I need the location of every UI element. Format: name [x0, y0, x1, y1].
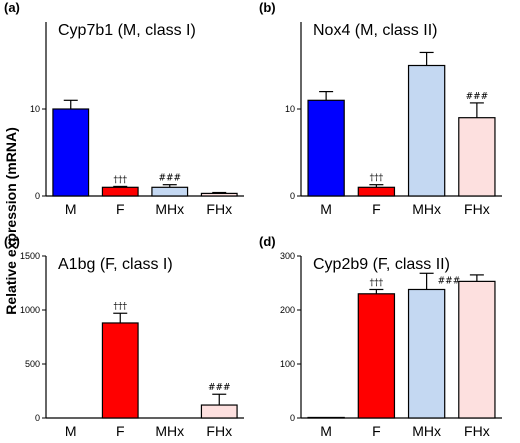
bar-m	[52, 108, 90, 197]
bar-f	[101, 322, 139, 419]
y-tick-label: 500	[25, 359, 40, 369]
y-tick-label: 0	[290, 413, 295, 423]
y-tick-label: 0	[35, 413, 40, 423]
bar-mhx	[407, 64, 446, 197]
significance-annotation: ###	[466, 92, 489, 102]
bar-mhx	[407, 288, 446, 419]
bar-fhx	[200, 404, 238, 419]
x-tick-label: FHx	[206, 423, 232, 439]
y-tick-label: 0	[35, 191, 40, 201]
bar-m	[307, 416, 345, 419]
x-tick-label: M	[320, 201, 332, 217]
significance-annotation: ###	[158, 174, 181, 184]
x-tick-label: M	[65, 201, 77, 217]
panel-title: A1bg (F, class I)	[58, 256, 173, 273]
chart-panel-c: 0 500 1000 1500(c) A1bg (F, class I) M ††† F MHx…	[4, 234, 244, 439]
y-axis-label: Relative expression (mRNA)	[3, 127, 19, 315]
panel-title: Cyp2b9 (F, class II)	[313, 256, 450, 273]
panel-letter: (b)	[259, 0, 276, 15]
y-tick-label: 1500	[20, 251, 40, 261]
panel-letter: (c)	[4, 234, 20, 249]
x-tick-label: FHx	[464, 423, 490, 439]
y-tick-label: 100	[280, 359, 295, 369]
x-tick-label: F	[372, 423, 381, 439]
x-tick-label: F	[116, 201, 125, 217]
x-tick-label: FHx	[464, 201, 490, 217]
chart-panel-d: 0 100 200 300 (d) Cyp2b9 (F, class II) M ††† F ##…	[259, 234, 502, 439]
chart-panel-b: 0 10 (b) Nox4 (M, class II) M ††† F MHx ### FHx	[259, 0, 502, 217]
bar-f	[357, 186, 396, 197]
panels: 010(a)Cyp7b1 (M, class I)M†††F###MHx FHx0…	[4, 0, 502, 439]
chart-panel-a: 0 10 (a) Cyp7b1 (M, class I) M ††† F ### MHx FHx	[4, 0, 244, 217]
panel-title: Cyp7b1 (M, class I)	[58, 22, 196, 39]
x-tick-label: MHx	[412, 201, 441, 217]
x-tick-label: MHx	[155, 423, 184, 439]
x-tick-label: F	[116, 423, 125, 439]
panel-letter: (a)	[4, 0, 20, 15]
x-tick-label: M	[320, 423, 332, 439]
panel-letter: (d)	[259, 234, 276, 249]
x-tick-label: M	[65, 423, 77, 439]
bar-fhx	[458, 117, 496, 197]
bar-fhx	[458, 280, 496, 419]
x-tick-label: FHx	[206, 201, 232, 217]
significance-annotation: †††	[370, 278, 384, 288]
bar-mhx	[151, 186, 189, 197]
x-tick-label: F	[372, 201, 381, 217]
bar-f	[357, 293, 396, 419]
bar-fhx	[200, 192, 238, 197]
x-tick-label: MHx	[412, 423, 441, 439]
significance-annotation: †††	[114, 175, 128, 185]
y-tick-label: 200	[280, 305, 295, 315]
panel-title: Nox4 (M, class II)	[313, 22, 437, 39]
y-tick-label: 10	[285, 104, 295, 114]
significance-annotation: †††	[370, 174, 384, 184]
significance-annotation: ###	[208, 383, 231, 393]
y-tick-label: 0	[290, 191, 295, 201]
y-tick-label: 10	[30, 104, 40, 114]
bar-f	[101, 186, 139, 197]
y-tick-label: 300	[280, 251, 295, 261]
significance-annotation: †††	[114, 302, 128, 312]
significance-annotation: ###	[438, 276, 461, 286]
x-tick-label: MHx	[155, 201, 184, 217]
bar-m	[307, 99, 345, 197]
y-tick-label: 1000	[20, 305, 40, 315]
